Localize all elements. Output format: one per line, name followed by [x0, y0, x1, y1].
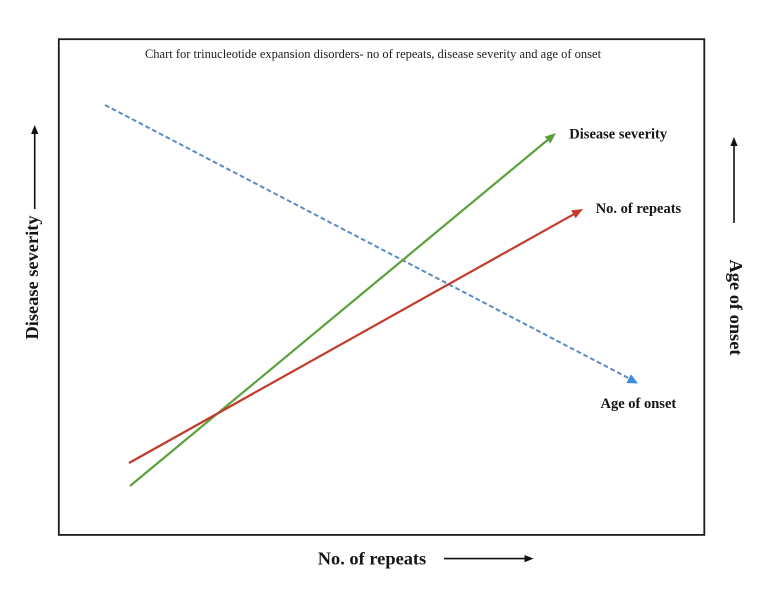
svg-text:Chart for trinucleotide expans: Chart for trinucleotide expansion disord… [145, 47, 602, 61]
svg-text:Age of onset: Age of onset [601, 396, 677, 412]
svg-text:Age of onset: Age of onset [726, 259, 746, 356]
svg-text:No. of repeats: No. of repeats [596, 201, 682, 217]
svg-text:Disease severity: Disease severity [22, 215, 42, 340]
svg-text:Disease severity: Disease severity [569, 127, 668, 143]
svg-text:No. of repeats: No. of repeats [318, 549, 426, 569]
